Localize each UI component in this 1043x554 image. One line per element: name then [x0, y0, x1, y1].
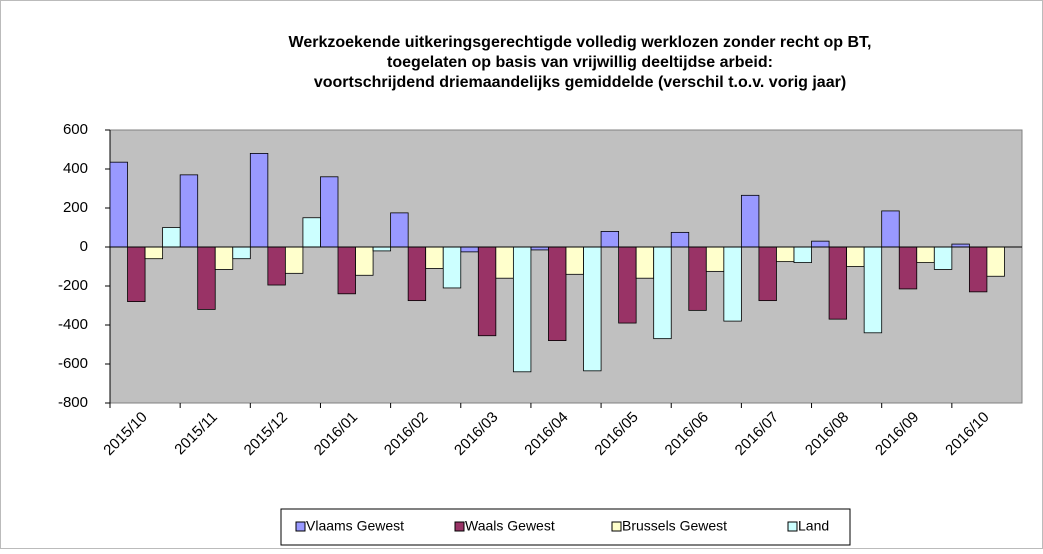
bar [846, 246, 865, 267]
y-tick-label: -800 [58, 394, 88, 411]
bar [933, 246, 953, 270]
bar [232, 246, 251, 260]
bar [986, 246, 1005, 277]
y-tick-label: 600 [63, 121, 88, 138]
legend-swatch [787, 521, 798, 532]
bar [618, 246, 637, 324]
legend-label: Waals Gewest [465, 518, 555, 534]
bar [460, 246, 479, 253]
bar [968, 246, 988, 293]
bar [477, 246, 497, 337]
bar [320, 176, 339, 248]
bar [705, 246, 725, 272]
bar [109, 161, 128, 248]
legend-swatch [454, 521, 465, 532]
bar [197, 246, 216, 310]
bar [723, 246, 742, 322]
chart-title: toegelaten op basis van vrijwillig deelt… [387, 54, 773, 71]
y-tick-label: 0 [80, 238, 88, 255]
bar [583, 246, 602, 372]
y-tick-label: -600 [58, 355, 88, 372]
legend-swatch [295, 521, 306, 532]
bar [548, 246, 567, 341]
bar [688, 246, 707, 311]
legend-swatch [611, 521, 622, 532]
bar [898, 246, 918, 290]
bar [442, 246, 462, 289]
y-tick-label: -200 [58, 277, 88, 294]
bar [425, 246, 444, 269]
legend: Vlaams Gewest Waals Gewest Brussels Gewest… [280, 508, 851, 546]
y-tick-label: 400 [63, 160, 88, 177]
bar [214, 246, 234, 270]
legend-label: Vlaams Gewest [306, 518, 404, 534]
bar [162, 227, 181, 248]
bar [776, 246, 795, 263]
bar [740, 194, 760, 248]
bar [793, 246, 812, 264]
bar [828, 246, 848, 320]
bar [565, 246, 584, 275]
bar [758, 246, 777, 302]
chart-title: voortschrijdend driemaandelijks gemiddel… [314, 74, 846, 91]
bar [302, 217, 321, 248]
bar [179, 174, 199, 248]
bar [811, 240, 830, 248]
bar [407, 246, 427, 302]
bar [512, 246, 532, 373]
bar [144, 246, 164, 260]
y-tick-label: 200 [63, 199, 88, 216]
legend-label: Land [798, 518, 829, 534]
bar [267, 246, 286, 286]
bar [337, 246, 356, 295]
bar [372, 246, 392, 252]
bar [600, 230, 620, 248]
bar [355, 246, 374, 276]
y-tick-label: -400 [58, 316, 88, 333]
legend-box [280, 508, 851, 546]
bar [635, 246, 655, 279]
bar [881, 210, 900, 248]
bar [284, 246, 304, 274]
bar [249, 152, 269, 248]
bar [863, 246, 883, 334]
chart-title: Werkzoekende uitkeringsgerechtigde volle… [289, 34, 872, 51]
bar [670, 231, 690, 248]
bar [390, 212, 409, 248]
bar [916, 246, 935, 264]
bar [495, 246, 514, 279]
bar [653, 246, 672, 340]
bar [127, 246, 146, 302]
legend-label: Brussels Gewest [622, 518, 727, 534]
